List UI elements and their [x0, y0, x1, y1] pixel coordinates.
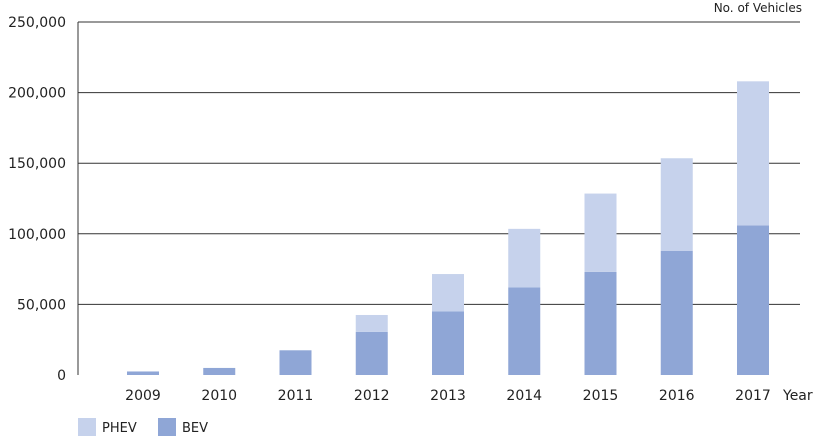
y-tick-label: 200,000 — [8, 86, 66, 102]
bar-phev-2012 — [355, 314, 388, 332]
bars — [127, 81, 769, 375]
legend-swatch-bev — [158, 418, 176, 436]
legend-label-bev: BEV — [182, 421, 208, 436]
y-tick-labels: 0 50,000 100,000 150,000 200,000 250,000 — [8, 15, 66, 384]
bar-phev-2015 — [584, 193, 617, 272]
bar-phev-2016 — [660, 158, 693, 251]
x-tick-label: 2012 — [354, 388, 390, 404]
legend: PHEV BEV — [78, 418, 208, 436]
x-tick-label: 2010 — [201, 388, 237, 404]
x-tick-label: 2013 — [430, 388, 466, 404]
bar-bev-2010 — [203, 367, 236, 375]
y-tick-label: 150,000 — [8, 156, 66, 172]
bar-phev-2014 — [508, 228, 541, 288]
x-tick-labels: 2009 2010 2011 2012 2013 2014 2015 2016 2017 — [125, 388, 771, 404]
legend-label-phev: PHEV — [102, 421, 137, 436]
bar-bev-2009 — [127, 371, 159, 375]
bar-bev-2011 — [279, 350, 312, 375]
x-tick-label: 2017 — [735, 388, 771, 404]
bar-bev-2017 — [737, 225, 769, 375]
x-axis-title: Year — [782, 388, 813, 404]
x-tick-label: 2011 — [278, 388, 314, 404]
y-tick-label: 0 — [57, 368, 66, 384]
y-tick-label: 250,000 — [8, 15, 66, 31]
y-axis-unit-label: No. of Vehicles — [714, 1, 802, 15]
x-tick-label: 2015 — [583, 388, 619, 404]
bar-bev-2016 — [660, 250, 693, 375]
bar-phev-2013 — [432, 274, 464, 312]
bar-bev-2015 — [584, 271, 617, 375]
bar-bev-2014 — [508, 287, 541, 375]
y-tick-label: 50,000 — [17, 297, 66, 313]
bar-bev-2013 — [432, 311, 464, 375]
x-tick-label: 2014 — [506, 388, 542, 404]
x-tick-label: 2009 — [125, 388, 161, 404]
bar-bev-2012 — [355, 331, 388, 375]
y-tick-label: 100,000 — [8, 227, 66, 243]
x-tick-label: 2016 — [659, 388, 695, 404]
legend-swatch-phev — [78, 418, 96, 436]
bar-phev-2017 — [737, 81, 769, 226]
